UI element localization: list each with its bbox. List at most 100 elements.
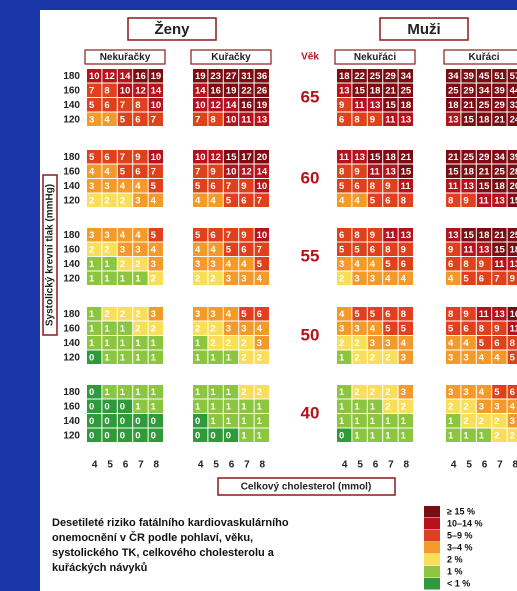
- risk-value: 5: [494, 387, 500, 398]
- risk-cell: [87, 179, 102, 193]
- risk-cell: [239, 112, 254, 126]
- risk-cell: [476, 414, 492, 428]
- age-label: 55: [301, 246, 320, 265]
- risk-value: 8: [210, 114, 215, 125]
- risk-cell: [148, 271, 163, 285]
- risk-value: 17: [241, 152, 252, 163]
- risk-value: 3: [104, 230, 109, 241]
- risk-cell: [223, 307, 239, 321]
- risk-cell: [461, 112, 476, 126]
- risk-cell: [461, 271, 476, 285]
- risk-cell: [507, 150, 517, 164]
- y-tick-label: 140: [63, 416, 80, 427]
- risk-cell: [507, 228, 517, 242]
- risk-value: 3: [448, 352, 453, 363]
- risk-value: 1: [339, 352, 345, 363]
- risk-value: 3: [135, 195, 140, 206]
- risk-cell: [476, 321, 492, 335]
- risk-cell: [133, 399, 148, 413]
- risk-cell: [476, 98, 492, 112]
- risk-cell: [133, 164, 148, 178]
- risk-value: 5: [479, 338, 485, 349]
- risk-value: 4: [151, 195, 157, 206]
- risk-value: 1: [339, 401, 345, 412]
- risk-value: 9: [135, 152, 140, 163]
- risk-cell: [254, 83, 269, 97]
- risk-value: 1: [257, 430, 263, 441]
- risk-value: 34: [494, 152, 505, 163]
- risk-cell: [102, 83, 117, 97]
- panel: [40, 10, 517, 591]
- risk-cell: [193, 83, 208, 97]
- risk-value: 9: [448, 244, 453, 255]
- risk-value: 1: [104, 352, 110, 363]
- risk-cell: [337, 414, 352, 428]
- risk-cell: [507, 83, 517, 97]
- risk-cell: [461, 179, 476, 193]
- risk-value: 0: [195, 430, 200, 441]
- risk-cell: [383, 399, 398, 413]
- risk-cell: [337, 242, 352, 256]
- risk-cell: [208, 164, 223, 178]
- y-tick-label: 160: [63, 244, 80, 255]
- risk-value: 1: [195, 352, 201, 363]
- risk-value: 39: [510, 152, 517, 163]
- risk-value: 4: [135, 181, 141, 192]
- risk-value: 6: [463, 323, 468, 334]
- risk-cell: [193, 228, 208, 242]
- risk-cell: [148, 228, 163, 242]
- risk-cell: [398, 414, 413, 428]
- risk-value: 15: [401, 166, 412, 177]
- risk-value: 3: [195, 259, 200, 270]
- risk-value: 2: [385, 352, 390, 363]
- risk-value: 9: [479, 259, 484, 270]
- risk-cell: [102, 257, 117, 271]
- risk-value: 2: [354, 338, 359, 349]
- x-tick-label: 5: [107, 460, 113, 471]
- risk-cell: [446, 399, 461, 413]
- risk-value: 3: [339, 259, 344, 270]
- legend-label: 3–4 %: [447, 542, 473, 552]
- risk-value: 1: [195, 338, 201, 349]
- age-label: 65: [301, 87, 320, 106]
- risk-value: 3: [257, 338, 262, 349]
- risk-cell: [133, 98, 148, 112]
- risk-value: 1: [448, 416, 454, 427]
- risk-value: 1: [89, 259, 95, 270]
- risk-cell: [367, 83, 383, 97]
- legend-swatch: [424, 566, 440, 578]
- risk-cell: [383, 179, 398, 193]
- risk-value: 21: [463, 100, 474, 111]
- risk-cell: [208, 271, 223, 285]
- x-tick-label: 6: [482, 460, 488, 471]
- risk-cell: [133, 336, 148, 350]
- risk-cell: [193, 150, 208, 164]
- risk-value: 1: [385, 416, 391, 427]
- risk-value: 15: [463, 114, 474, 125]
- risk-value: 5: [401, 323, 407, 334]
- risk-cell: [461, 193, 476, 207]
- risk-cell: [133, 414, 148, 428]
- risk-cell: [133, 193, 148, 207]
- risk-cell: [208, 179, 223, 193]
- risk-cell: [223, 350, 239, 364]
- risk-value: 0: [120, 416, 125, 427]
- risk-cell: [367, 428, 383, 442]
- risk-cell: [352, 164, 367, 178]
- risk-cell: [337, 271, 352, 285]
- risk-cell: [239, 69, 254, 83]
- risk-cell: [254, 321, 269, 335]
- risk-cell: [87, 414, 102, 428]
- risk-cell: [117, 69, 133, 83]
- risk-cell: [507, 112, 517, 126]
- risk-cell: [223, 336, 239, 350]
- risk-cell: [223, 414, 239, 428]
- x-tick-label: 8: [404, 460, 410, 471]
- risk-value: 1: [210, 387, 216, 398]
- risk-value: 6: [385, 309, 390, 320]
- risk-value: 25: [479, 100, 490, 111]
- risk-cell: [102, 242, 117, 256]
- risk-value: 3: [370, 338, 375, 349]
- risk-value: 1: [151, 352, 157, 363]
- risk-cell: [446, 257, 461, 271]
